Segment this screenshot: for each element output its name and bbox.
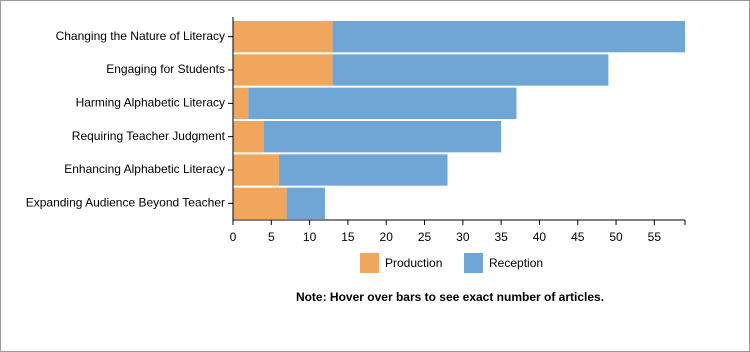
bar[interactable] (263, 121, 502, 153)
bar[interactable] (286, 187, 325, 219)
bar[interactable] (233, 87, 249, 119)
y-tick-label: Requiring Teacher Judgment (72, 129, 226, 143)
x-tick-label: 30 (456, 230, 470, 244)
x-tick-label: 20 (380, 230, 394, 244)
bar[interactable] (332, 21, 685, 53)
bar[interactable] (332, 54, 609, 86)
legend-swatch (464, 253, 483, 273)
legend-swatch (360, 253, 379, 273)
x-tick-label: 45 (571, 230, 585, 244)
y-tick-label: Expanding Audience Beyond Teacher (26, 196, 225, 210)
x-tick-label: 5 (268, 230, 275, 244)
y-tick-label: Changing the Nature of Literacy (56, 29, 225, 43)
x-tick-label: 10 (303, 230, 317, 244)
note: Note: Hover over bars to see exact numbe… (296, 290, 604, 304)
bar[interactable] (233, 54, 333, 86)
bar[interactable] (278, 154, 448, 186)
bar[interactable] (233, 187, 287, 219)
x-tick-label: 55 (648, 230, 662, 244)
x-tick-label: 25 (418, 230, 432, 244)
legend-label: Reception (489, 256, 543, 270)
bar[interactable] (233, 121, 264, 153)
x-tick-label: 35 (494, 230, 508, 244)
x-tick-label: 40 (533, 230, 547, 244)
bar[interactable] (248, 87, 517, 119)
y-tick-label: Harming Alphabetic Literacy (76, 96, 225, 110)
x-tick-label: 0 (230, 230, 237, 244)
legend-label: Production (385, 256, 442, 270)
x-tick-label: 15 (341, 230, 355, 244)
bar[interactable] (233, 154, 279, 186)
y-tick-label: Engaging for Students (106, 62, 225, 76)
y-tick-label: Enhancing Alphabetic Literacy (64, 162, 225, 176)
bar[interactable] (233, 21, 333, 53)
x-tick-label: 50 (609, 230, 623, 244)
